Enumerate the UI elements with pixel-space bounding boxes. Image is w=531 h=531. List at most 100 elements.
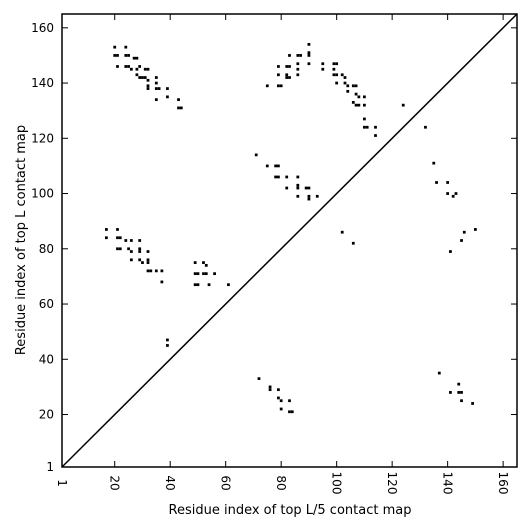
- contact-cell: [432, 161, 436, 165]
- contact-cell: [449, 250, 452, 253]
- contact-cell: [290, 410, 294, 414]
- contact-cell: [457, 391, 461, 394]
- contact-cell: [118, 247, 122, 251]
- contact-cell: [296, 194, 300, 198]
- contact-cell: [141, 76, 144, 79]
- contact-cell: [288, 410, 291, 414]
- contact-cell: [449, 391, 452, 394]
- contact-cell: [343, 81, 347, 85]
- y-tick-label: 40: [39, 352, 54, 366]
- contact-cell: [296, 62, 300, 66]
- contact-cell: [193, 283, 197, 287]
- contact-cell: [105, 228, 108, 231]
- x-tick-label: 100: [330, 472, 344, 495]
- contact-cell: [446, 192, 450, 195]
- contact-cell: [332, 73, 336, 77]
- contact-cell: [124, 54, 128, 57]
- contact-cell: [357, 95, 361, 99]
- contact-cell: [227, 283, 230, 287]
- contact-cell: [160, 269, 164, 273]
- contact-cell: [146, 250, 150, 253]
- y-tick-label: 100: [31, 187, 54, 201]
- y-tick-label: 60: [39, 297, 54, 311]
- contact-cell: [193, 261, 197, 264]
- contact-cell: [105, 236, 108, 240]
- diagonal-line: [61, 13, 518, 468]
- contact-cell: [288, 65, 291, 68]
- contact-cell: [296, 54, 300, 57]
- contact-cell: [332, 62, 336, 66]
- contact-cell: [129, 239, 133, 242]
- contact-cell: [166, 344, 169, 347]
- contact-cell: [146, 84, 150, 88]
- contact-cell: [279, 84, 283, 88]
- contact-cell: [296, 186, 300, 190]
- contact-cell: [285, 73, 289, 77]
- plot-frame: [61, 13, 518, 468]
- contact-cell: [296, 183, 300, 187]
- contact-cell: [160, 280, 164, 284]
- contact-cell: [268, 388, 272, 392]
- contact-cell: [354, 84, 358, 88]
- contact-cell: [135, 67, 139, 71]
- contact-cell: [340, 73, 344, 77]
- contact-cell: [154, 76, 158, 79]
- contact-cell: [274, 164, 278, 168]
- contact-cell: [154, 81, 158, 85]
- x-tick-label: 140: [441, 472, 455, 495]
- contact-cell: [116, 247, 119, 251]
- contact-cell: [154, 87, 158, 90]
- contact-cell: [138, 247, 142, 251]
- contact-cell: [288, 76, 291, 79]
- contact-cell: [157, 87, 161, 90]
- contact-cell: [116, 236, 119, 240]
- contact-cell: [296, 73, 300, 77]
- x-tick-label: 20: [108, 475, 122, 490]
- contact-cell: [118, 236, 122, 240]
- contact-cell: [321, 62, 325, 66]
- contact-cell: [204, 263, 208, 267]
- contact-cell: [357, 103, 361, 107]
- contact-cell: [351, 101, 355, 104]
- contact-cell: [277, 396, 280, 400]
- contact-cell: [435, 181, 438, 184]
- contact-cell: [141, 261, 144, 264]
- contact-cell: [446, 181, 450, 184]
- contact-cell: [265, 164, 269, 168]
- contact-cell: [354, 103, 358, 107]
- contact-cell: [304, 186, 308, 190]
- contact-cell: [166, 338, 169, 342]
- y-tick-label: 120: [31, 131, 54, 145]
- contact-cell: [299, 54, 302, 57]
- contact-cell: [116, 65, 119, 68]
- contact-cell: [307, 197, 311, 201]
- contact-cell: [127, 65, 130, 68]
- x-axis: 1 20 40 60 80 100 120 140 160: [55, 14, 510, 494]
- x-tick-label: 40: [163, 475, 177, 490]
- contact-cell: [204, 272, 208, 276]
- contact-cell: [179, 106, 183, 110]
- contact-cell: [268, 385, 272, 389]
- contact-cell: [365, 125, 369, 129]
- contact-cell: [177, 106, 180, 110]
- contact-cell: [335, 62, 339, 66]
- contact-cell: [149, 269, 153, 273]
- contact-cell: [193, 272, 197, 276]
- y-tick-label: 1: [46, 460, 54, 474]
- contact-cell: [288, 399, 291, 403]
- contact-cell: [307, 62, 311, 66]
- contact-cell: [471, 402, 474, 405]
- contact-cell: [138, 65, 142, 68]
- contact-cell: [454, 192, 458, 195]
- contact-cell: [296, 175, 300, 179]
- contact-cell: [363, 95, 366, 99]
- contact-cell: [146, 261, 150, 264]
- contact-cell: [143, 67, 147, 71]
- contact-cell: [346, 89, 350, 93]
- contact-cell: [116, 54, 119, 57]
- contact-cell: [363, 117, 366, 121]
- contact-cell: [307, 194, 311, 198]
- contact-cell: [279, 399, 283, 403]
- contact-cell: [138, 258, 142, 262]
